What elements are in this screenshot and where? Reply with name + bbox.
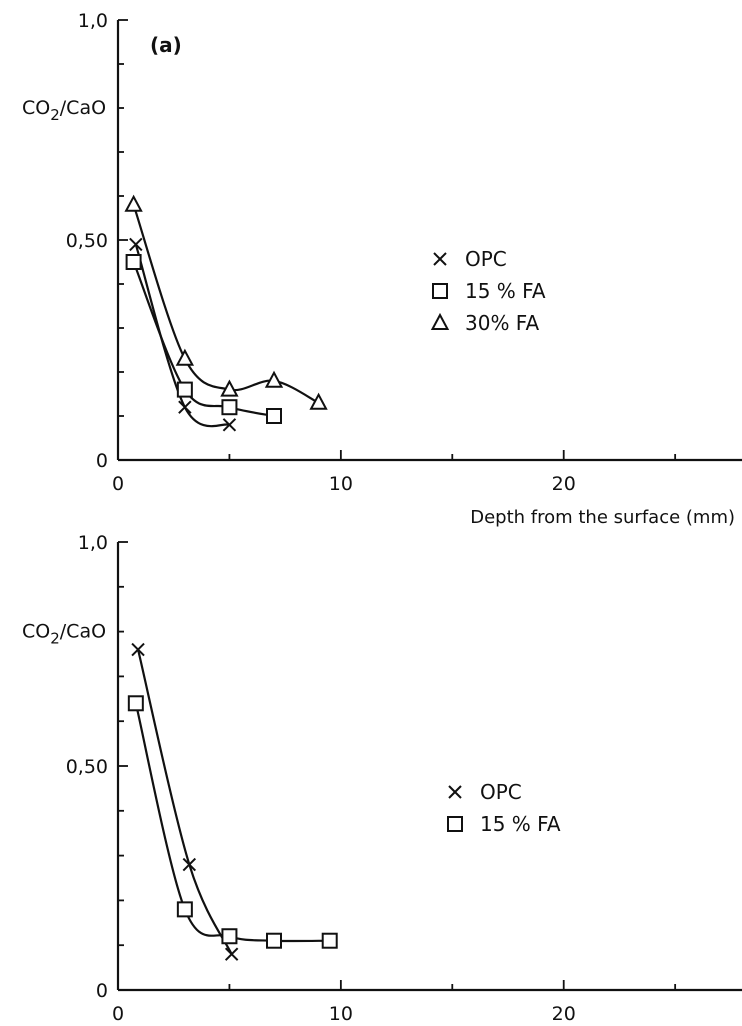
data-point-square (127, 695, 144, 712)
data-point-triangle (309, 392, 328, 410)
x-axis-label: Depth from the surface (mm) (470, 507, 735, 528)
x-marker-stroke (182, 857, 197, 872)
legend-marker-square (432, 283, 448, 299)
legend-marker-triangle (430, 312, 450, 330)
data-point-square (176, 901, 193, 918)
legend: OPC 15 % FA (447, 780, 561, 836)
data-point-square (266, 932, 282, 949)
y-tick-label: 0 (96, 450, 108, 472)
x-tick-label: 10 (329, 1003, 353, 1025)
y-tick-label: 0 (96, 980, 108, 1002)
data-point-square (221, 928, 238, 945)
data-point-triangle (124, 194, 143, 212)
data-point-x (182, 857, 197, 872)
x-tick-label: 10 (329, 473, 353, 495)
data-point-x (129, 237, 143, 252)
x-tick-label: 0 (112, 1003, 124, 1025)
x-marker-stroke (222, 418, 237, 432)
series-curve-x (134, 244, 230, 428)
x-tick-label: 20 (552, 473, 576, 495)
x-marker-stroke (129, 237, 143, 252)
x-marker-stroke (178, 400, 192, 414)
series-curve-x (136, 649, 233, 955)
legend: OPC 15 % FA 30% FA (430, 247, 546, 335)
data-point-x (178, 400, 192, 414)
chart-panel-2: 0 0,50 1,0 0 10 20 CO2/CaO OPC 15 % FA (22, 532, 742, 1025)
x-tick-label: 20 (552, 1003, 576, 1025)
y-tick-label: 0,50 (66, 756, 108, 778)
data-point-triangle (220, 379, 239, 397)
chart-panel-1: 0 0,50 1,0 0 10 20 CO2/CaO Depth from the surfa… (22, 10, 742, 528)
data-point-triangle (264, 370, 284, 388)
x-marker-stroke (224, 947, 239, 961)
y-tick-label: 0,50 (66, 230, 108, 252)
data-point-square (176, 381, 193, 398)
series-curve-square (134, 703, 330, 943)
y-tick-label: 1,0 (78, 532, 108, 554)
series-curve-triangle (132, 204, 320, 404)
x-marker-stroke (433, 252, 447, 266)
data-point-square (221, 399, 238, 416)
x-marker-stroke (131, 642, 145, 657)
legend-marker-x (433, 252, 447, 266)
legend-label: 30% FA (465, 311, 539, 335)
legend-marker-square (447, 816, 463, 832)
data-point-x (222, 418, 237, 432)
legend-label: OPC (465, 247, 507, 271)
y-tick-label: 1,0 (78, 10, 108, 32)
data-point-square (266, 408, 282, 424)
data-point-x (131, 642, 145, 657)
panel-label: (a) (150, 33, 182, 57)
data-point-x (224, 947, 239, 961)
y-axis-label: CO2/CaO (22, 97, 106, 124)
data-point-square (321, 932, 338, 949)
data-point-square (125, 254, 142, 270)
legend-marker-x (448, 785, 462, 799)
series-curve-square (132, 261, 275, 418)
x-marker-stroke (448, 785, 462, 799)
y-axis-label: CO2/CaO (22, 621, 106, 648)
legend-label: 15 % FA (465, 279, 546, 303)
x-tick-label: 0 (112, 473, 124, 495)
legend-label: 15 % FA (480, 812, 561, 836)
data-point-triangle (175, 348, 195, 366)
legend-label: OPC (480, 780, 522, 804)
